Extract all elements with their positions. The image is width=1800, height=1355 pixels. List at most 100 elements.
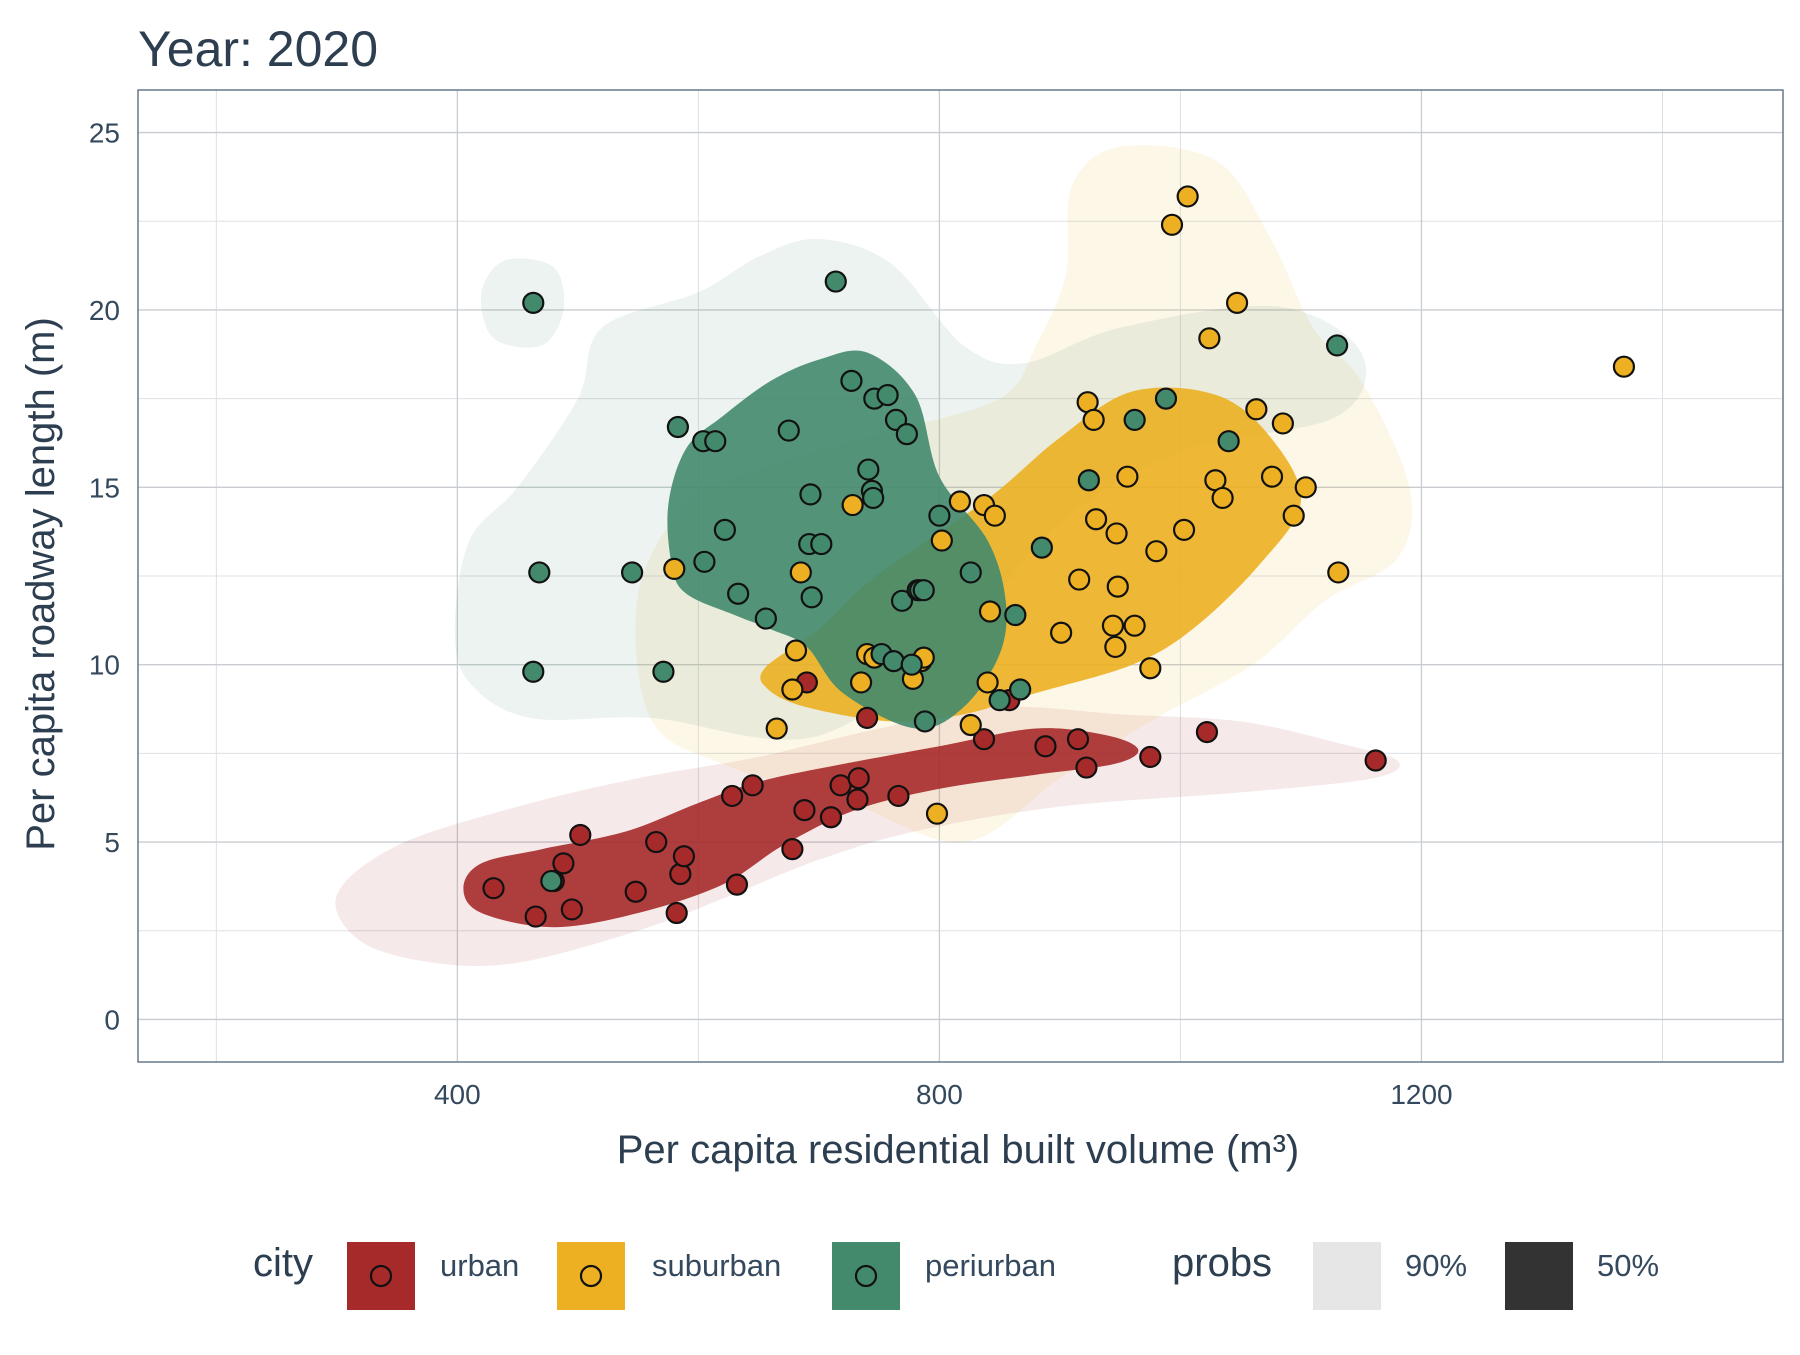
legend-label-probs: 90% [1405, 1248, 1467, 1283]
x-tick-labels: 400 800 1200 [434, 1079, 1453, 1110]
point-periurban [912, 579, 935, 602]
point-suburban [959, 713, 982, 737]
point-periurban [727, 582, 750, 605]
point-suburban [948, 490, 971, 513]
point-periurban [528, 561, 551, 584]
point-periurban [666, 415, 689, 439]
point-urban [1075, 756, 1098, 779]
point-periurban [959, 561, 982, 584]
legend-label-urban: urban [440, 1248, 519, 1283]
point-suburban [1145, 540, 1168, 563]
point-suburban [1123, 614, 1146, 637]
point-periurban [540, 869, 563, 893]
legend-key-suburban [557, 1242, 625, 1310]
point-urban [624, 880, 647, 903]
point-suburban [1084, 508, 1108, 531]
point-periurban [928, 504, 951, 527]
point-suburban [1116, 465, 1139, 488]
y-tick-label: 5 [104, 827, 120, 858]
point-periurban [1123, 408, 1146, 432]
point-urban [847, 767, 870, 790]
point-periurban [862, 486, 885, 510]
point-suburban [1211, 486, 1234, 510]
y-tick-label: 25 [89, 118, 120, 149]
point-suburban [1082, 408, 1105, 432]
point-periurban [900, 653, 923, 676]
point-suburban [1160, 213, 1184, 236]
point-suburban [1260, 465, 1284, 488]
point-suburban [1105, 522, 1128, 545]
point-urban [887, 784, 910, 808]
point-periurban [876, 383, 899, 407]
legend-key-urban [347, 1242, 415, 1310]
point-suburban [663, 557, 686, 581]
point-urban [560, 898, 583, 921]
point-periurban [988, 689, 1011, 712]
point-suburban [1104, 635, 1127, 659]
point-periurban [913, 710, 937, 733]
point-periurban [1030, 536, 1053, 559]
y-tick-label: 0 [104, 1004, 120, 1035]
point-urban [741, 774, 764, 797]
x-axis-title: Per capita residential built volume (m³) [617, 1128, 1299, 1172]
point-periurban [895, 423, 918, 446]
legend-label-probs: 50% [1597, 1248, 1659, 1283]
point-suburban [976, 671, 999, 694]
point-suburban [765, 717, 788, 740]
legend-key-marker [854, 1264, 878, 1288]
point-urban [665, 901, 688, 925]
point-suburban [1294, 476, 1317, 499]
point-periurban [777, 419, 800, 442]
plot-panel-border [137, 89, 1784, 1063]
point-urban [819, 806, 843, 829]
point-urban [1066, 728, 1090, 751]
point-suburban [1106, 575, 1129, 598]
point-periurban [693, 550, 716, 573]
point-urban [846, 788, 869, 811]
x-tick-label: 400 [434, 1079, 481, 1110]
point-periurban [713, 518, 736, 541]
point-periurban [810, 532, 833, 556]
point-periurban [857, 458, 880, 481]
point-periurban [799, 483, 822, 506]
point-periurban [824, 270, 847, 293]
density-regions [335, 145, 1413, 967]
x-tick-label: 800 [916, 1079, 963, 1110]
point-suburban [784, 639, 808, 662]
point-suburban [789, 561, 812, 584]
point-periurban [1154, 387, 1178, 410]
point-suburban [1282, 504, 1305, 527]
legend-label-suburban: suburban [652, 1248, 781, 1283]
legend-key-periurban [832, 1242, 900, 1310]
legend-key-marker [579, 1264, 603, 1288]
point-urban [552, 852, 575, 875]
point-periurban [882, 650, 905, 673]
point-urban [721, 784, 744, 808]
point-suburban [983, 504, 1006, 527]
point-suburban [1139, 657, 1162, 680]
point-urban [781, 838, 804, 861]
point-suburban [978, 600, 1002, 623]
point-urban [669, 862, 692, 886]
point-urban [1034, 735, 1057, 758]
point-suburban [1176, 185, 1199, 208]
legend-title-city: city [253, 1241, 313, 1285]
legend-key-probs-90% [1313, 1242, 1381, 1310]
y-tick-label: 15 [89, 472, 120, 503]
point-urban [482, 877, 505, 900]
point-periurban [1077, 469, 1100, 492]
point-periurban [890, 589, 914, 612]
point-urban [856, 706, 879, 729]
x-tick-label: 1200 [1390, 1079, 1452, 1110]
point-suburban [925, 802, 949, 825]
point-suburban [841, 493, 864, 517]
legend: city urban suburban periurban probs 90% 50% [253, 1241, 1659, 1310]
point-suburban [930, 529, 953, 552]
point-periurban [1009, 678, 1032, 701]
point-suburban [1225, 291, 1249, 314]
point-periurban [704, 430, 727, 453]
point-suburban [1172, 518, 1196, 541]
chart-title: Year: 2020 [138, 21, 378, 77]
